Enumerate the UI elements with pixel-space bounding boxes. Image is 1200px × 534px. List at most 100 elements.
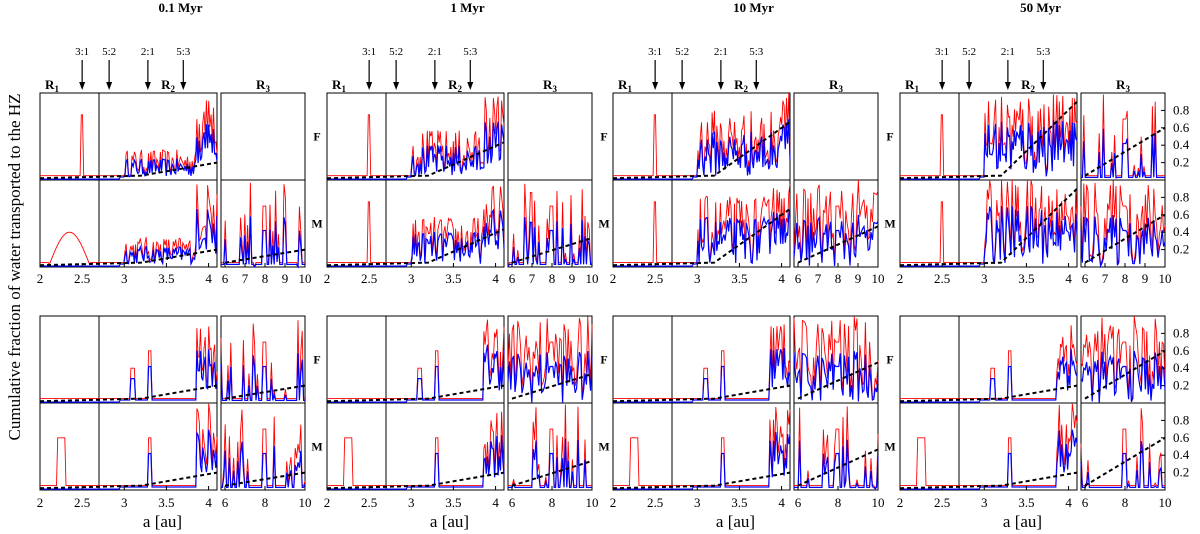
blue-series-line [900, 429, 1078, 490]
x-tick-label: 2 [897, 271, 904, 286]
region-label: R2 [161, 77, 175, 94]
x-tick-label: 4 [1065, 271, 1072, 286]
x-tick-label: 7 [242, 271, 249, 286]
x-tick-label: 10 [1159, 495, 1172, 510]
left-panel-frame [899, 402, 1078, 491]
left-panel-frame [326, 402, 505, 491]
x-tick-label: 8 [1122, 495, 1129, 510]
resonance-label: 3:1 [648, 46, 662, 58]
y-tick-label: 0.4 [1173, 224, 1190, 239]
red-series-line [220, 320, 305, 400]
fit-dashed-line [612, 208, 791, 267]
red-series-line [327, 185, 505, 264]
fit-dashed-line [1084, 436, 1166, 487]
blue-series-line [1080, 215, 1166, 268]
x-tick-label: 6 [222, 271, 229, 286]
x-tick-label: 2.5 [74, 495, 90, 510]
blue-series-line [327, 344, 505, 403]
x-tick-label: 2 [897, 495, 904, 510]
right-panel-frame [507, 179, 593, 268]
row-label: M [311, 217, 322, 231]
x-axis-label: a [au] [143, 512, 182, 531]
y-tick-label: 0.6 [1173, 207, 1190, 222]
x-tick-label: 2.5 [361, 271, 377, 286]
region-label: R1 [905, 77, 919, 94]
resonance-label: 5:2 [389, 46, 403, 58]
x-tick-label: 2.5 [361, 495, 377, 510]
right-panel-frame [507, 402, 593, 491]
resonance-arrowhead [431, 82, 438, 90]
red-series-line [327, 411, 505, 487]
blue-series-line [221, 216, 305, 269]
x-tick-label: 8 [835, 495, 842, 510]
y-tick-label: 0.2 [1173, 155, 1189, 170]
x-tick-label: 6 [222, 495, 229, 510]
x-tick-label: 3.5 [731, 271, 747, 286]
blue-series-line [327, 208, 505, 267]
left-panel-frame [899, 179, 1078, 268]
x-tick-label: 4 [778, 271, 785, 286]
left-panel-frame [612, 402, 791, 491]
blue-series-line [900, 205, 1078, 267]
blue-series-line [613, 119, 791, 180]
x-tick-label: 6 [509, 495, 516, 510]
x-axis-label: a [au] [1003, 512, 1042, 531]
resonance-label: 5:3 [749, 46, 764, 58]
region-label: R3 [1116, 77, 1130, 94]
region-label: R1 [618, 77, 632, 94]
red-series-line [613, 183, 791, 264]
panel-frames [39, 92, 1166, 491]
region-label: R2 [448, 77, 462, 94]
resonance-label: 3:1 [935, 46, 949, 58]
resonance-arrowhead [717, 82, 724, 90]
column-title: 0.1 Myr [158, 0, 202, 15]
x-tick-label: 10 [1159, 271, 1172, 286]
y-tick-label: 0.6 [1173, 343, 1190, 358]
y-tick-label: 0.4 [1173, 447, 1190, 462]
red-series-line [221, 182, 305, 269]
resonance-label: 5:3 [463, 46, 478, 58]
fit-dashed-line [224, 248, 306, 264]
y-tick-label: 0.8 [1173, 412, 1189, 427]
row-label: F [600, 130, 607, 144]
red-series-line [613, 406, 791, 487]
row-label: F [886, 353, 893, 367]
y-tick-label: 0.2 [1173, 242, 1189, 257]
region-label: R3 [256, 77, 270, 94]
resonance-arrowhead [679, 82, 686, 90]
fit-dashed-line [511, 460, 593, 487]
x-tick-label: 3.5 [158, 271, 174, 286]
y-tick-label: 0.8 [1173, 325, 1189, 340]
fit-dashed-line [1084, 349, 1166, 400]
fit-dashed-line [899, 384, 1078, 403]
resonance-arrowhead [79, 82, 86, 90]
x-axis-label: a [au] [716, 512, 755, 531]
red-series-line [613, 324, 791, 400]
region-label: R3 [543, 77, 557, 94]
resonance-arrowhead [106, 82, 113, 90]
red-series-line [794, 406, 879, 489]
red-series-line [1080, 180, 1166, 266]
x-tick-label: 3.5 [445, 271, 461, 286]
fit-dashed-line [612, 121, 791, 180]
x-tick-label: 3.5 [158, 495, 174, 510]
right-panel-frame [220, 92, 306, 181]
blue-series-line [613, 347, 791, 403]
x-tick-label: 2 [37, 495, 44, 510]
red-series-line [900, 403, 1078, 487]
blue-series-line [327, 435, 505, 490]
x-tick-label: 3 [981, 271, 988, 286]
fit-dashed-line [797, 448, 879, 487]
y-tick-label: 0.6 [1173, 430, 1190, 445]
x-tick-label: 7 [815, 271, 822, 286]
y-tick-label: 0.4 [1173, 137, 1190, 152]
blue-series-line [40, 429, 218, 490]
y-tick-label: 0.2 [1173, 465, 1189, 480]
curves [39, 93, 1166, 490]
right-panel-frame [507, 92, 593, 181]
red-series-line [900, 179, 1078, 264]
x-tick-label: 10 [872, 495, 885, 510]
column-title: 50 Myr [1020, 0, 1061, 15]
row-label: M [598, 217, 609, 231]
blue-series-line [900, 120, 1078, 180]
